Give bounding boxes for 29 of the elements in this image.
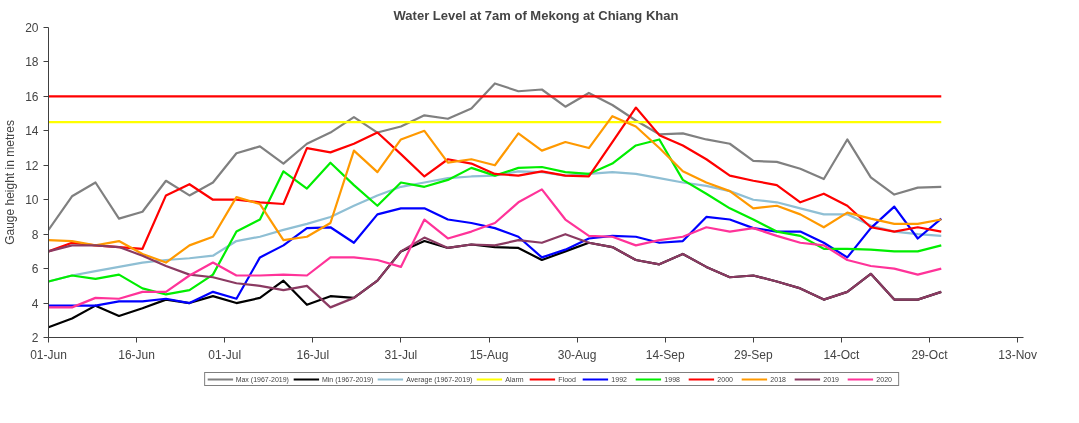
y-tick-label: 14 <box>25 124 39 139</box>
x-tick-label: 15-Aug <box>469 347 509 362</box>
chart-title: Water Level at 7am of Mekong at Chiang Khan <box>393 7 679 23</box>
x-tick-label: 01-Jun <box>30 347 67 362</box>
x-tick-label: 13-Nov <box>998 347 1037 362</box>
x-tick-label: 29-Oct <box>911 347 949 362</box>
line-series <box>48 188 943 309</box>
y-tick-label: 8 <box>31 227 39 242</box>
x-tick-label: 30-Aug <box>557 347 597 362</box>
y-tick-label: 10 <box>25 193 39 208</box>
x-tick-label: 14-Sep <box>645 347 685 362</box>
y-tick-label: 12 <box>25 158 39 173</box>
line-series <box>48 82 943 231</box>
x-tick-label: 01-Jul <box>208 347 242 362</box>
x-tick-label: 31-Jul <box>384 347 418 362</box>
line-series <box>48 205 943 307</box>
x-tick-label: 16-Jul <box>296 347 330 362</box>
y-tick-label: 4 <box>31 296 39 311</box>
x-tick-label: 16-Jun <box>118 347 155 362</box>
y-tick-label: 16 <box>25 89 39 104</box>
line-series <box>48 138 943 296</box>
x-tick-label: 29-Sep <box>733 347 773 362</box>
y-tick-label: 20 <box>25 21 39 35</box>
y-tick-label: 2 <box>31 331 39 345</box>
y-tick-label: 18 <box>25 55 39 70</box>
y-tick-label: 6 <box>31 262 39 277</box>
x-tick-label: 14-Oct <box>823 347 861 362</box>
y-axis-title: Gauge height in metres <box>3 120 18 245</box>
line-series <box>48 233 943 309</box>
